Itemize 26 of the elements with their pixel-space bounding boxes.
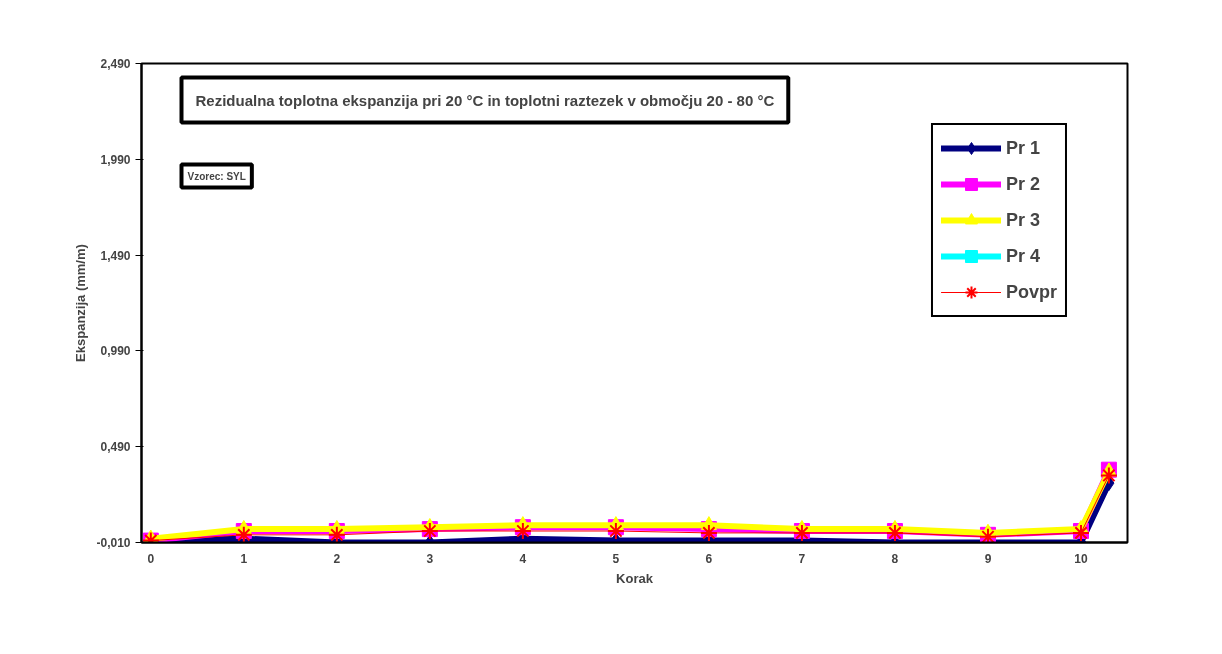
legend-label: Pr 2 <box>1005 173 1041 195</box>
x-tick-label: 10 <box>1074 551 1088 566</box>
x-tick-label: 1 <box>240 551 248 566</box>
x-tick-label: 4 <box>519 551 527 566</box>
x-tick-label: 2 <box>333 551 341 566</box>
x-tick-label: 6 <box>705 551 713 566</box>
y-tick-label: 1,990 <box>100 152 131 167</box>
y-tick-label: 0,490 <box>100 440 131 455</box>
x-tick-label: 7 <box>798 551 806 566</box>
x-tick-label: 5 <box>612 551 620 566</box>
x-tick-label: 9 <box>984 551 992 566</box>
y-axis-title: Ekspanzija (mm/m) <box>73 244 89 362</box>
x-axis-title: Korak <box>616 570 654 586</box>
y-tick-label: 2,490 <box>100 57 131 71</box>
y-tick-label: 1,490 <box>100 248 131 263</box>
y-tick-label: -0,010 <box>96 536 131 550</box>
x-tick-label: 0 <box>147 551 155 566</box>
x-tick-label: 3 <box>426 551 434 566</box>
legend-label: Povpr <box>1005 281 1057 303</box>
annotation: Vzorec: SYL <box>187 170 246 182</box>
text: Rezidualna toplotna ekspanzija pri 20 °C in toplotni raztezek v območju 20 - 80 °C <box>195 91 775 109</box>
legend-label: Pr 4 <box>1005 245 1041 267</box>
x-tick-label: 8 <box>891 551 899 566</box>
y-tick-label: 0,990 <box>100 344 131 359</box>
legend-label: Pr 1 <box>1005 137 1041 159</box>
legend-label: Pr 3 <box>1005 209 1041 231</box>
